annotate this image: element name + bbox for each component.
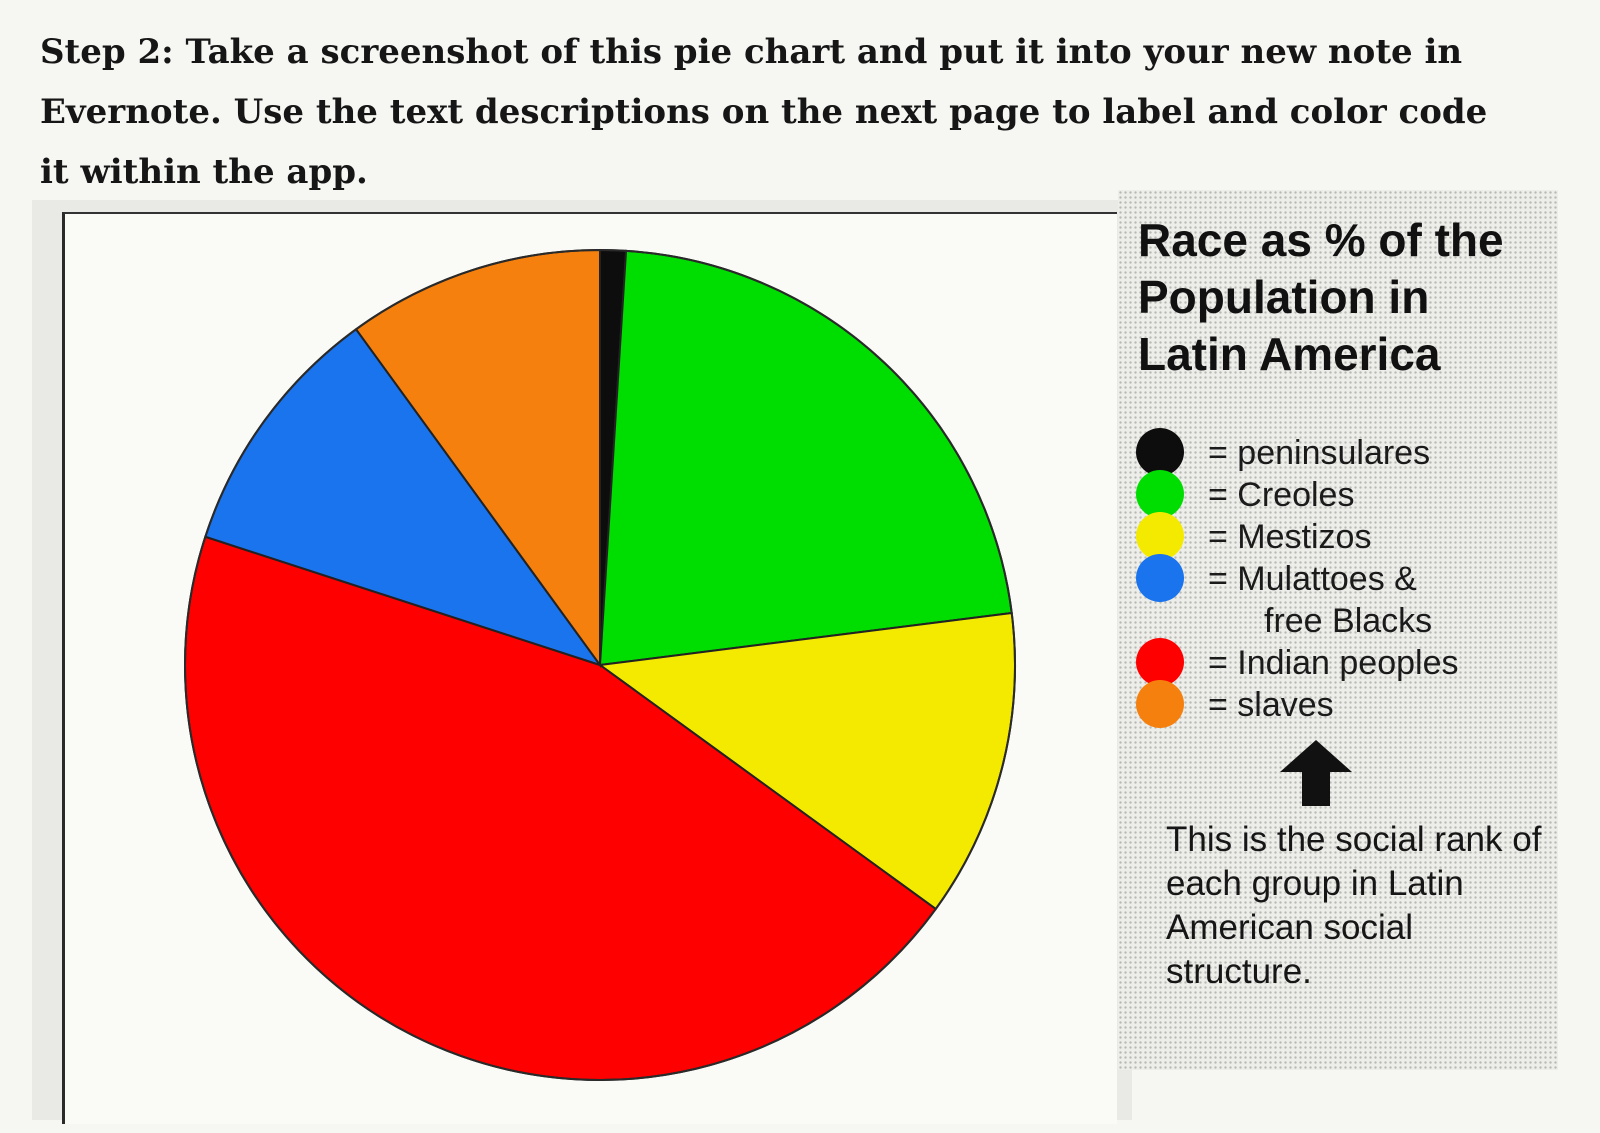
legend-label: = slaves [1208,686,1334,724]
legend-label: = Mestizos [1208,518,1372,556]
legend-label: = peninsulares [1208,434,1431,472]
instructions-heading: Step 2: Take a screenshot of this pie ch… [40,32,1488,192]
legend-label: = Indian peoples [1208,644,1459,682]
legend-item-peninsulares: = peninsulares [1136,428,1556,476]
legend-label: = Mulattoes & free Blacks [1208,560,1433,640]
chart-title: Race as % of the Population in Latin Ame… [1138,214,1504,380]
legend-swatch [1136,470,1184,518]
legend-item-mulattoes: = Mulattoes & free Blacks [1136,554,1556,640]
up-arrow-icon [1280,740,1352,806]
legend-item-slaves: = slaves [1136,680,1556,728]
pie-slice-creoles [598,249,1013,667]
legend-swatch [1136,512,1184,560]
legend-swatch [1136,680,1184,728]
legend-label: = Creoles [1208,476,1355,514]
legend-item-indian-peoples: = Indian peoples [1136,638,1556,686]
legend-item-creoles: = Creoles [1136,470,1556,518]
legend-swatch [1136,554,1184,602]
legend-box: Race as % of the Population in Latin Ame… [1118,190,1558,1070]
social-rank-note: This is the social rank of each group in… [1166,820,1542,991]
pie-outline [184,249,1016,1081]
legend-swatch [1136,638,1184,686]
legend-item-mestizos: = Mestizos [1136,512,1556,560]
legend-swatch [1136,428,1184,476]
pie-chart [184,248,1016,1081]
legend: = peninsulares = Creoles = Mestizos = Mu… [1136,428,1556,728]
